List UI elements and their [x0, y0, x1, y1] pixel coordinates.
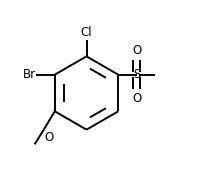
Text: O: O [132, 44, 141, 57]
Text: S: S [133, 68, 140, 81]
Text: Cl: Cl [81, 26, 92, 39]
Text: Br: Br [22, 68, 36, 81]
Text: O: O [45, 131, 54, 144]
Text: O: O [132, 92, 141, 105]
